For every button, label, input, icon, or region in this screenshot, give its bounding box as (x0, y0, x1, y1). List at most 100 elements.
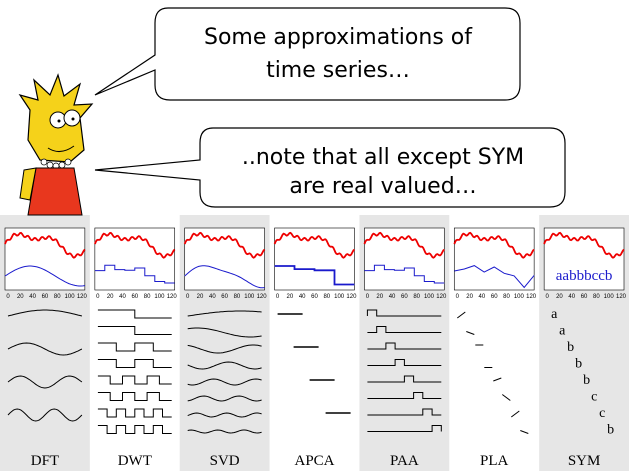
basis-line (187, 395, 262, 402)
tick-label: 120 (257, 294, 268, 300)
approx-line (454, 265, 535, 289)
tick-label: 20 (376, 294, 383, 300)
tick-label: 40 (119, 294, 126, 300)
plot-frame (4, 227, 86, 291)
basis-line (367, 392, 442, 399)
bubble-text: ..note that all except SYM (242, 145, 524, 170)
bubble-text: Some approximations of (204, 25, 473, 50)
basis-line (97, 392, 172, 401)
plot-frame (184, 227, 265, 291)
tick-label: 60 (581, 294, 588, 300)
tick-label: 100 (334, 294, 345, 300)
tick-label: 100 (604, 294, 615, 300)
tick-label: 40 (209, 294, 216, 300)
basis-line (366, 309, 442, 317)
tick-label: 0 (96, 294, 100, 300)
basis-line (97, 375, 172, 385)
tick-label: 0 (456, 294, 460, 300)
sym-letter: b (567, 340, 574, 355)
sym-letter: b (607, 423, 614, 438)
tick-label: 80 (593, 294, 600, 300)
tick-label: 40 (29, 294, 36, 300)
basis-line (97, 408, 172, 418)
basis-line (502, 394, 511, 401)
tick-label: 100 (65, 294, 76, 300)
tick-label: 120 (616, 294, 627, 300)
sym-letter: c (591, 390, 597, 405)
sym-letter: c (599, 406, 605, 421)
tick-label: 0 (545, 294, 549, 300)
tick-label: 80 (503, 294, 510, 300)
series-line (183, 231, 266, 259)
tick-label: 20 (17, 294, 24, 300)
basis-line (7, 408, 83, 422)
tick-label: 120 (346, 294, 357, 300)
basis-line (367, 326, 442, 333)
tick-label: 100 (244, 294, 255, 300)
panel-label: SYM (568, 453, 601, 469)
basis-line (187, 412, 262, 418)
series-line (273, 231, 356, 259)
tick-label: 0 (6, 294, 10, 300)
tick-label: 120 (436, 294, 447, 300)
basis-line (466, 331, 475, 335)
tick-label: 0 (186, 294, 190, 300)
plot-frame (94, 227, 176, 291)
panel-label: SVD (210, 453, 240, 469)
approx-line (274, 265, 355, 286)
basis-line (97, 359, 172, 368)
basis-line (367, 375, 442, 383)
tick-label: 20 (556, 294, 563, 300)
basis-line (97, 326, 172, 335)
tick-label: 100 (154, 294, 165, 300)
tick-label: 60 (311, 294, 318, 300)
approx-line (184, 265, 265, 289)
basis-line (97, 425, 172, 434)
basis-line (367, 342, 442, 350)
tick-label: 20 (197, 294, 204, 300)
series-line (543, 231, 625, 259)
panel-label: DWT (118, 453, 152, 469)
panel-label: DFT (31, 453, 59, 469)
basis-line (187, 429, 262, 434)
basis-line (511, 410, 520, 418)
bubble-text: time series… (266, 58, 410, 83)
tick-label: 60 (491, 294, 498, 300)
basis-line (367, 359, 442, 366)
tick-label: 40 (479, 294, 486, 300)
panel-label: APCA (294, 453, 334, 469)
tick-label: 20 (466, 294, 473, 300)
approx-line (364, 264, 445, 284)
approx-line (4, 265, 85, 287)
tick-label: 0 (276, 294, 280, 300)
tick-label: 40 (389, 294, 396, 300)
series-line (453, 231, 535, 259)
basis-line (187, 378, 262, 386)
basis-line (7, 375, 83, 389)
basis-line (367, 408, 442, 416)
speech-bubble (94, 7, 521, 101)
series-line (363, 231, 445, 259)
bubble-text: are real valued… (289, 174, 476, 199)
panel-label: PAA (390, 453, 419, 469)
plot-frame (274, 227, 355, 291)
tick-label: 80 (144, 294, 151, 300)
basis-line (97, 309, 172, 319)
tick-label: 60 (131, 294, 138, 300)
tick-label: 120 (77, 294, 88, 300)
sym-letter: b (575, 357, 582, 372)
cartoon (18, 73, 94, 216)
tick-label: 60 (401, 294, 408, 300)
sym-letter: a (559, 324, 566, 339)
basis-line (520, 430, 529, 434)
tick-label: 80 (413, 294, 420, 300)
sym-string: aabbbccb (556, 268, 613, 284)
plot-frame (453, 227, 535, 291)
tick-label: 100 (514, 294, 525, 300)
basis-line (7, 342, 83, 356)
tick-label: 0 (366, 294, 370, 300)
approx-line (94, 264, 175, 284)
basis-line (187, 361, 262, 370)
